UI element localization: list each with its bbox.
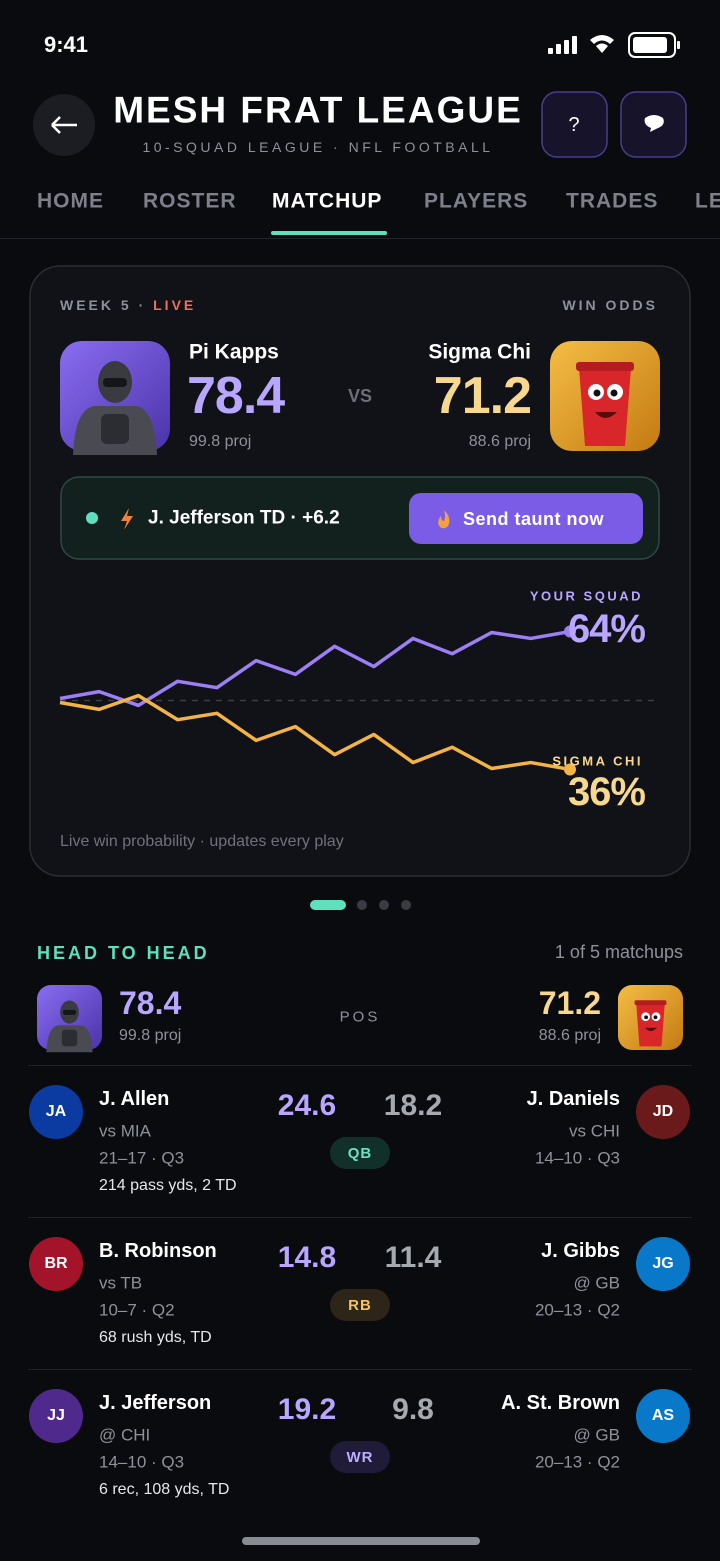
nav-tab[interactable]: LE bbox=[695, 189, 720, 213]
player-points: 19.2 bbox=[277, 1393, 337, 1426]
nav-tab[interactable]: TRADES bbox=[566, 189, 659, 213]
h2h-away-proj: 88.6 proj bbox=[538, 1027, 601, 1044]
h2h-away-score: 71.2 bbox=[538, 985, 601, 1021]
player-badge: JA bbox=[29, 1085, 83, 1139]
player-name: J. Jefferson bbox=[99, 1392, 212, 1414]
player-opponent: @ GB bbox=[573, 1273, 620, 1293]
player-points: 14.8 bbox=[277, 1241, 337, 1274]
series-name: YOUR SQUAD bbox=[529, 588, 643, 604]
league-title: MESH FRAT LEAGUE bbox=[113, 89, 523, 131]
player-game: 10–7 · Q2 bbox=[99, 1300, 175, 1320]
position-pill: QB bbox=[330, 1137, 390, 1169]
away-proj: 88.6 proj bbox=[468, 433, 531, 450]
end-point bbox=[564, 763, 576, 776]
player-opponent: vs MIA bbox=[99, 1121, 151, 1141]
league-subtitle: 10-SQUAD LEAGUE · NFL FOOTBALL bbox=[142, 139, 494, 155]
h2h-home-proj: 99.8 proj bbox=[119, 1027, 182, 1044]
player-name: J. Allen bbox=[99, 1088, 170, 1110]
player-game: 20–13 · Q2 bbox=[534, 1452, 620, 1472]
nav-tab[interactable]: ROSTER bbox=[143, 189, 237, 213]
player-game: 21–17 · Q3 bbox=[99, 1148, 185, 1168]
nav-tab[interactable]: MATCHUP bbox=[272, 189, 383, 213]
series-name: SIGMA CHI bbox=[552, 753, 643, 769]
player-opponent: @ CHI bbox=[99, 1425, 151, 1445]
win-odds-label: WIN ODDS bbox=[562, 297, 658, 313]
chart-caption: Live win probability · updates every pla… bbox=[60, 833, 344, 850]
player-badge: AS bbox=[636, 1389, 690, 1443]
player-badge: JG bbox=[636, 1237, 690, 1291]
player-name: A. St. Brown bbox=[501, 1392, 620, 1414]
player-points: 9.8 bbox=[392, 1393, 434, 1426]
nav-tab[interactable]: HOME bbox=[37, 189, 104, 213]
h2h-count: 1 of 5 matchups bbox=[554, 942, 683, 962]
h2h-title: HEAD TO HEAD bbox=[37, 943, 210, 963]
row-divider bbox=[28, 1217, 692, 1218]
h2h-home-score: 78.4 bbox=[119, 985, 182, 1021]
home-score: 78.4 bbox=[187, 367, 285, 425]
player-badge: BR bbox=[29, 1237, 83, 1291]
event-text: J. Jefferson TD · +6.2 bbox=[148, 507, 340, 529]
live-label: LIVE bbox=[153, 297, 197, 313]
away-score: 71.2 bbox=[433, 367, 532, 425]
player-stats: 68 rush yds, TD bbox=[99, 1329, 212, 1346]
position-pill: RB bbox=[330, 1289, 390, 1321]
vs-label: VS bbox=[347, 386, 373, 406]
player-name: J. Daniels bbox=[526, 1088, 620, 1110]
series-end-label: 64% bbox=[567, 606, 646, 651]
position-pill: WR bbox=[330, 1441, 390, 1473]
player-points: 11.4 bbox=[384, 1241, 442, 1274]
player-game: 14–10 · Q3 bbox=[99, 1452, 185, 1472]
player-stats: 214 pass yds, 2 TD bbox=[99, 1177, 237, 1194]
status-time: 9:41 bbox=[44, 32, 89, 57]
player-name: B. Robinson bbox=[99, 1240, 217, 1262]
player-badge: JD bbox=[636, 1085, 690, 1139]
player-game: 20–13 · Q2 bbox=[534, 1300, 620, 1320]
player-points: 18.2 bbox=[383, 1089, 443, 1122]
player-points: 24.6 bbox=[277, 1089, 337, 1122]
player-badge: JJ bbox=[29, 1389, 83, 1443]
end-point bbox=[564, 625, 576, 638]
player-opponent: vs CHI bbox=[569, 1121, 620, 1141]
win-line bbox=[59, 693, 571, 772]
nav-tab[interactable]: PLAYERS bbox=[424, 189, 529, 213]
player-name: J. Gibbs bbox=[541, 1240, 620, 1262]
home-name: Pi Kapps bbox=[189, 340, 279, 364]
player-game: 14–10 · Q3 bbox=[534, 1148, 620, 1168]
player-opponent: @ GB bbox=[573, 1425, 620, 1445]
player-stats: 6 rec, 108 yds, TD bbox=[99, 1481, 230, 1498]
series-end-label: 36% bbox=[567, 770, 646, 815]
help-label: ? bbox=[568, 114, 580, 136]
pos-label: POS bbox=[339, 1008, 381, 1026]
win-line bbox=[59, 629, 571, 708]
away-name: Sigma Chi bbox=[428, 340, 531, 364]
player-opponent: vs TB bbox=[99, 1273, 143, 1293]
row-divider bbox=[28, 1369, 692, 1370]
home-proj: 99.8 proj bbox=[189, 433, 252, 450]
taunt-label[interactable]: Send taunt now bbox=[463, 509, 604, 529]
week-label: WEEK 5 · bbox=[60, 297, 147, 313]
